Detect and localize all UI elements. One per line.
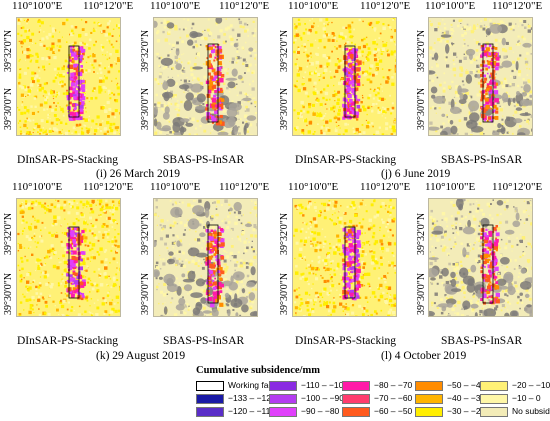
map-raster [17, 199, 120, 316]
legend-swatch [342, 394, 370, 404]
legend-label: −60 – −50 [374, 406, 413, 416]
legend-label: −40 – −30 [447, 393, 486, 403]
working-face-outline [68, 45, 80, 118]
working-face-outline [344, 45, 356, 118]
legend-label: −20 – −10 [512, 380, 550, 390]
lat-label-2g: 39°32'0"N [416, 212, 427, 255]
lon-label-2e: 110°10'0"E [288, 181, 339, 193]
lon-label-1a: 110°10'0"E [12, 0, 63, 12]
lat-label-2b: 39°30'0"N [3, 272, 14, 315]
working-face-outline [207, 43, 219, 123]
lat-label-1d: 39°30'0"N [140, 87, 151, 130]
legend-label: Working face [228, 380, 278, 390]
legend-label: No subsidence [512, 406, 550, 416]
method-label-l-sbas: SBAS-PS-InSAR [441, 335, 523, 347]
working-face-outline [68, 226, 80, 299]
lat-label-1f: 39°30'0"N [279, 87, 290, 130]
lat-label-1a: 39°32'0"N [3, 29, 14, 72]
lat-label-2h: 39°30'0"N [416, 272, 427, 315]
lat-label-1b: 39°30'0"N [3, 87, 14, 130]
lon-label-1c: 110°10'0"E [150, 0, 201, 12]
legend-swatch [415, 407, 443, 417]
legend-swatch [480, 394, 508, 404]
map-panel-j-dinsar [292, 17, 397, 136]
lat-label-1h: 39°30'0"N [416, 87, 427, 130]
lat-label-2c: 39°32'0"N [140, 212, 151, 255]
legend-label: −120 – −110 [228, 406, 276, 416]
legend-swatch [269, 407, 297, 417]
working-face-outline [482, 43, 494, 123]
legend-label: −133 – −120 [228, 393, 276, 403]
lon-label-1e: 110°10'0"E [288, 0, 339, 12]
map-raster [293, 199, 396, 316]
lon-label-2h: 110°12'0"E [492, 181, 543, 193]
lat-label-2e: 39°32'0"N [279, 212, 290, 255]
method-label-k-sbas: SBAS-PS-InSAR [163, 335, 245, 347]
map-panel-l-sbas [428, 198, 533, 317]
lon-label-1b: 110°12'0"E [83, 0, 134, 12]
map-raster [429, 199, 532, 316]
lat-label-2d: 39°30'0"N [140, 272, 151, 315]
legend-swatch [196, 394, 224, 404]
legend-label: −50 – −40 [447, 380, 486, 390]
working-face-outline [207, 224, 219, 304]
lon-label-2b: 110°12'0"E [83, 181, 134, 193]
legend-swatch [196, 381, 224, 391]
map-panel-l-dinsar [292, 198, 397, 317]
method-label-j-dinsar: DInSAR-PS-Stacking [295, 154, 396, 166]
legend-label: −100 – −90 [301, 393, 345, 403]
legend-label: −70 – −60 [374, 393, 413, 403]
map-panel-i-dinsar [16, 17, 121, 136]
method-label-k-dinsar: DInSAR-PS-Stacking [17, 335, 118, 347]
map-raster [154, 199, 257, 316]
legend-swatch [342, 407, 370, 417]
caption-j: (j) 6 June 2019 [381, 168, 451, 180]
legend-label: −110 – −100 [301, 380, 349, 390]
caption-k: (k) 29 August 2019 [96, 350, 186, 362]
legend-swatch [269, 381, 297, 391]
caption-i: (i) 26 March 2019 [96, 168, 180, 180]
map-panel-k-sbas [153, 198, 258, 317]
lon-label-2d: 110°12'0"E [219, 181, 270, 193]
legend-label: −10 – 0 [512, 393, 541, 403]
lat-label-1g: 39°32'0"N [416, 29, 427, 72]
method-label-l-dinsar: DInSAR-PS-Stacking [295, 335, 396, 347]
map-panel-i-sbas [153, 17, 258, 136]
lat-label-1e: 39°32'0"N [279, 29, 290, 72]
method-label-i-sbas: SBAS-PS-InSAR [163, 154, 245, 166]
lon-label-1f: 110°12'0"E [360, 0, 411, 12]
legend-swatch [415, 381, 443, 391]
legend-swatch [196, 407, 224, 417]
legend-swatch [342, 381, 370, 391]
legend-swatch [480, 381, 508, 391]
legend-swatch [480, 407, 508, 417]
legend-swatch [269, 394, 297, 404]
lon-label-1g: 110°10'0"E [425, 0, 476, 12]
legend-label: −80 – −70 [374, 380, 413, 390]
working-face-outline [344, 226, 356, 299]
lat-label-2f: 39°30'0"N [279, 272, 290, 315]
map-panel-j-sbas [428, 17, 533, 136]
caption-l: (l) 4 October 2019 [381, 350, 467, 362]
map-raster [154, 18, 257, 135]
method-label-j-sbas: SBAS-PS-InSAR [441, 154, 523, 166]
lon-label-2f: 110°12'0"E [360, 181, 411, 193]
map-panel-k-dinsar [16, 198, 121, 317]
lon-label-2c: 110°10'0"E [150, 181, 201, 193]
map-raster [429, 18, 532, 135]
lon-label-2a: 110°10'0"E [12, 181, 63, 193]
method-label-i-dinsar: DInSAR-PS-Stacking [17, 154, 118, 166]
lon-label-2g: 110°10'0"E [425, 181, 476, 193]
legend-label: −90 – −80 [301, 406, 340, 416]
legend-title: Cumulative subsidence/mm [196, 365, 320, 376]
working-face-outline [482, 224, 494, 304]
lat-label-1c: 39°32'0"N [140, 29, 151, 72]
lon-label-1d: 110°12'0"E [219, 0, 270, 12]
lon-label-1h: 110°12'0"E [492, 0, 543, 12]
legend-label: −30 – −20 [447, 406, 486, 416]
map-raster [293, 18, 396, 135]
map-raster [17, 18, 120, 135]
legend-swatch [415, 394, 443, 404]
lat-label-2a: 39°32'0"N [3, 212, 14, 255]
